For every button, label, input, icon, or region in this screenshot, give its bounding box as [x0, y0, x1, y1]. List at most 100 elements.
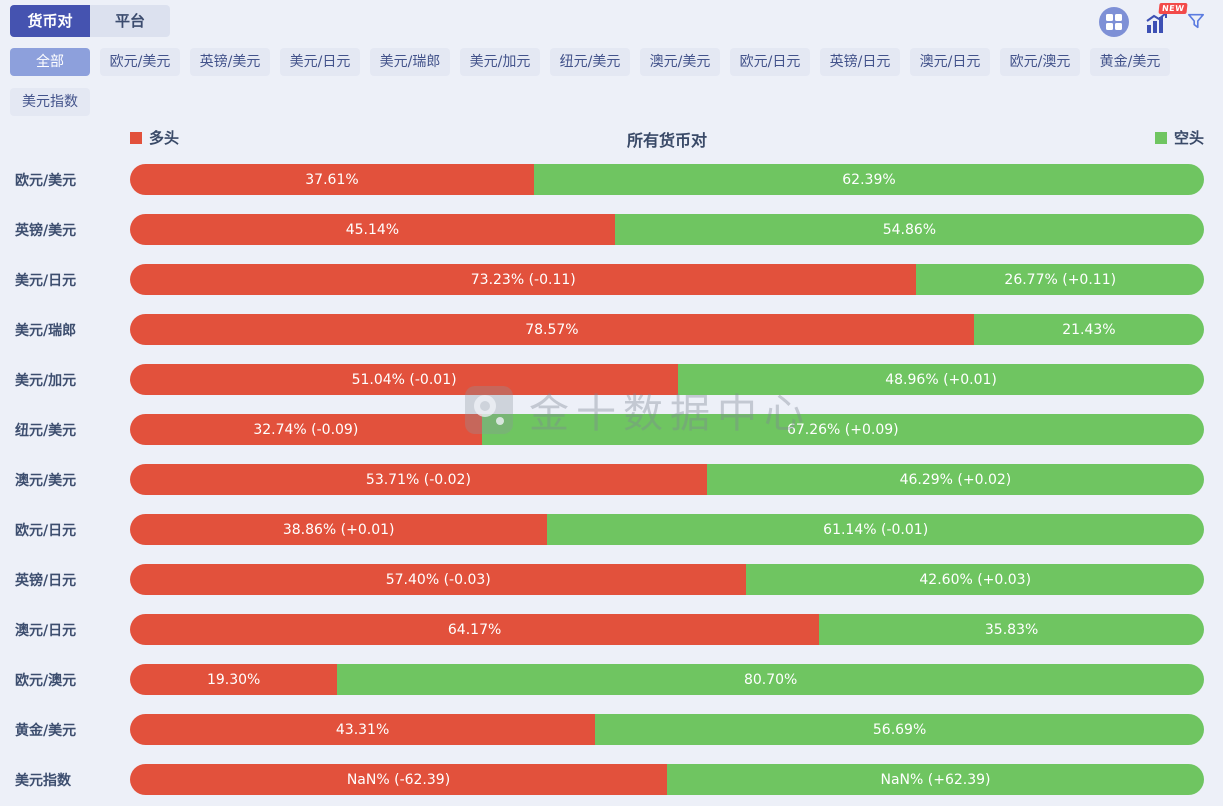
pair-label: 美元/加元	[15, 373, 77, 389]
legend-short-label: 空头	[1173, 129, 1204, 147]
chart-title: 所有货币对	[626, 131, 707, 150]
filter-button[interactable]: 美元/瑞郎	[370, 48, 450, 76]
short-value: 35.83%	[984, 621, 1039, 638]
pair-label: 欧元/澳元	[15, 673, 77, 689]
view-tabs: 货币对 平台	[10, 5, 170, 37]
short-segment[interactable]: 54.86%	[614, 214, 1204, 245]
long-segment[interactable]: 64.17%	[130, 614, 820, 645]
chart-row: 英镑/日元 57.40% (-0.03) 42.60% (+0.03)	[0, 555, 1223, 605]
pair-label: 欧元/日元	[15, 523, 77, 539]
short-segment[interactable]: NaN% (+62.39)	[667, 764, 1204, 795]
chart-header: 多头 所有货币对 空头	[130, 127, 1204, 151]
long-segment[interactable]: 19.30%	[130, 664, 338, 695]
sentiment-bar: 45.14% 54.86%	[130, 214, 1204, 245]
long-segment[interactable]: 32.74% (-0.09)	[130, 414, 482, 445]
long-value: 37.61%	[305, 171, 359, 188]
filter-button[interactable]: 黄金/美元	[1090, 48, 1170, 76]
long-segment[interactable]: 45.14%	[130, 214, 615, 245]
chart-row: 欧元/美元 37.61% 62.39%	[0, 155, 1223, 205]
short-segment[interactable]: 46.29% (+0.02)	[706, 464, 1204, 495]
long-value: 73.23% (-0.11)	[470, 271, 576, 288]
filter-row-1: 全部 欧元/美元 英镑/美元 美元/日元 美元/瑞郎 美元/加元 纽元/美元 澳元/美元 欧元/…	[10, 48, 1170, 76]
long-segment[interactable]: 53.71% (-0.02)	[130, 464, 707, 495]
pair-label: 黄金/美元	[15, 723, 77, 739]
long-value: 53.71% (-0.02)	[365, 471, 471, 488]
short-segment[interactable]: 67.26% (+0.09)	[481, 414, 1204, 445]
long-value: 78.57%	[525, 321, 579, 338]
short-value: 21.43%	[1062, 321, 1116, 338]
filter-button[interactable]: 美元/加元	[460, 48, 540, 76]
pair-label: 美元指数	[15, 773, 71, 789]
long-value: 32.74% (-0.09)	[253, 421, 359, 438]
pair-label: 欧元/美元	[15, 173, 77, 189]
short-segment[interactable]: 80.70%	[337, 664, 1204, 695]
short-segment[interactable]: 21.43%	[973, 314, 1204, 345]
short-swatch-icon	[1154, 131, 1167, 144]
long-segment[interactable]: 38.86% (+0.01)	[130, 514, 548, 545]
chart-row: 欧元/日元 38.86% (+0.01) 61.14% (-0.01)	[0, 505, 1223, 555]
filter-button[interactable]: 英镑/美元	[190, 48, 270, 76]
filter-button[interactable]: 纽元/美元	[550, 48, 630, 76]
chart-row: 纽元/美元 32.74% (-0.09) 67.26% (+0.09)	[0, 405, 1223, 455]
short-segment[interactable]: 48.96% (+0.01)	[678, 364, 1204, 395]
filter-button[interactable]: 英镑/日元	[820, 48, 900, 76]
short-value: 80.70%	[743, 671, 798, 688]
pair-label: 英镑/日元	[15, 573, 77, 589]
legend-long[interactable]: 多头	[130, 127, 179, 148]
grid-view-button[interactable]	[1099, 7, 1129, 37]
long-value: 19.30%	[206, 671, 261, 688]
long-value: 38.86% (+0.01)	[282, 521, 395, 538]
long-segment[interactable]: NaN% (-62.39)	[130, 764, 667, 795]
sentiment-bar: 32.74% (-0.09) 67.26% (+0.09)	[130, 414, 1204, 445]
pair-label: 英镑/美元	[15, 223, 77, 239]
filter-button[interactable]: 澳元/日元	[910, 48, 990, 76]
pair-label: 澳元/日元	[15, 623, 77, 639]
toolbar: NEW	[1099, 3, 1205, 38]
filter-funnel-button[interactable]	[1187, 12, 1205, 34]
long-segment[interactable]: 37.61%	[130, 164, 534, 195]
long-value: 57.40% (-0.03)	[385, 571, 491, 588]
sentiment-bar: 73.23% (-0.11) 26.77% (+0.11)	[130, 264, 1204, 295]
long-value: 45.14%	[345, 221, 400, 238]
short-value: 61.14% (-0.01)	[823, 521, 929, 538]
chart-row: 美元/加元 51.04% (-0.01) 48.96% (+0.01)	[0, 355, 1223, 405]
legend-short[interactable]: 空头	[1154, 127, 1204, 148]
tab-platform[interactable]: 平台	[90, 5, 170, 37]
chart-row: 澳元/日元 64.17% 35.83%	[0, 605, 1223, 655]
long-segment[interactable]: 51.04% (-0.01)	[130, 364, 679, 395]
short-value: 26.77% (+0.11)	[1004, 271, 1117, 288]
filter-button[interactable]: 欧元/澳元	[1000, 48, 1080, 76]
filter-button[interactable]: 美元指数	[10, 88, 90, 116]
short-segment[interactable]: 61.14% (-0.01)	[547, 514, 1204, 545]
chart-row: 欧元/澳元 19.30% 80.70%	[0, 655, 1223, 705]
short-value: 48.96% (+0.01)	[885, 371, 997, 388]
sentiment-bar: 64.17% 35.83%	[130, 614, 1204, 645]
long-segment[interactable]: 43.31%	[130, 714, 596, 745]
filter-button[interactable]: 欧元/日元	[730, 48, 810, 76]
short-value: NaN% (+62.39)	[880, 771, 991, 788]
short-segment[interactable]: 35.83%	[819, 614, 1204, 645]
short-segment[interactable]: 62.39%	[533, 164, 1204, 195]
filter-button[interactable]: 欧元/美元	[100, 48, 180, 76]
short-segment[interactable]: 26.77% (+0.11)	[916, 264, 1204, 295]
filter-button[interactable]: 全部	[10, 48, 90, 76]
sentiment-bar: 37.61% 62.39%	[130, 164, 1204, 195]
long-segment[interactable]: 57.40% (-0.03)	[130, 564, 747, 595]
long-value: NaN% (-62.39)	[346, 771, 451, 788]
short-value: 46.29% (+0.02)	[899, 471, 1012, 488]
tab-currency-pair[interactable]: 货币对	[10, 5, 90, 37]
filter-button[interactable]: 澳元/美元	[640, 48, 720, 76]
short-value: 67.26% (+0.09)	[786, 421, 899, 438]
filter-row-2: 美元指数	[10, 88, 90, 116]
chart-row: 美元指数 NaN% (-62.39) NaN% (+62.39)	[0, 755, 1223, 805]
short-segment[interactable]: 56.69%	[595, 714, 1204, 745]
long-segment[interactable]: 73.23% (-0.11)	[130, 264, 917, 295]
long-swatch-icon	[130, 131, 142, 144]
filter-button[interactable]: 美元/日元	[280, 48, 360, 76]
long-segment[interactable]: 78.57%	[130, 314, 974, 345]
pair-label: 纽元/美元	[15, 423, 77, 439]
chart-row: 黄金/美元 43.31% 56.69%	[0, 705, 1223, 755]
short-segment[interactable]: 42.60% (+0.03)	[746, 564, 1204, 595]
trend-chart-button[interactable]: NEW	[1145, 3, 1188, 38]
sentiment-bar: 51.04% (-0.01) 48.96% (+0.01)	[130, 364, 1204, 395]
